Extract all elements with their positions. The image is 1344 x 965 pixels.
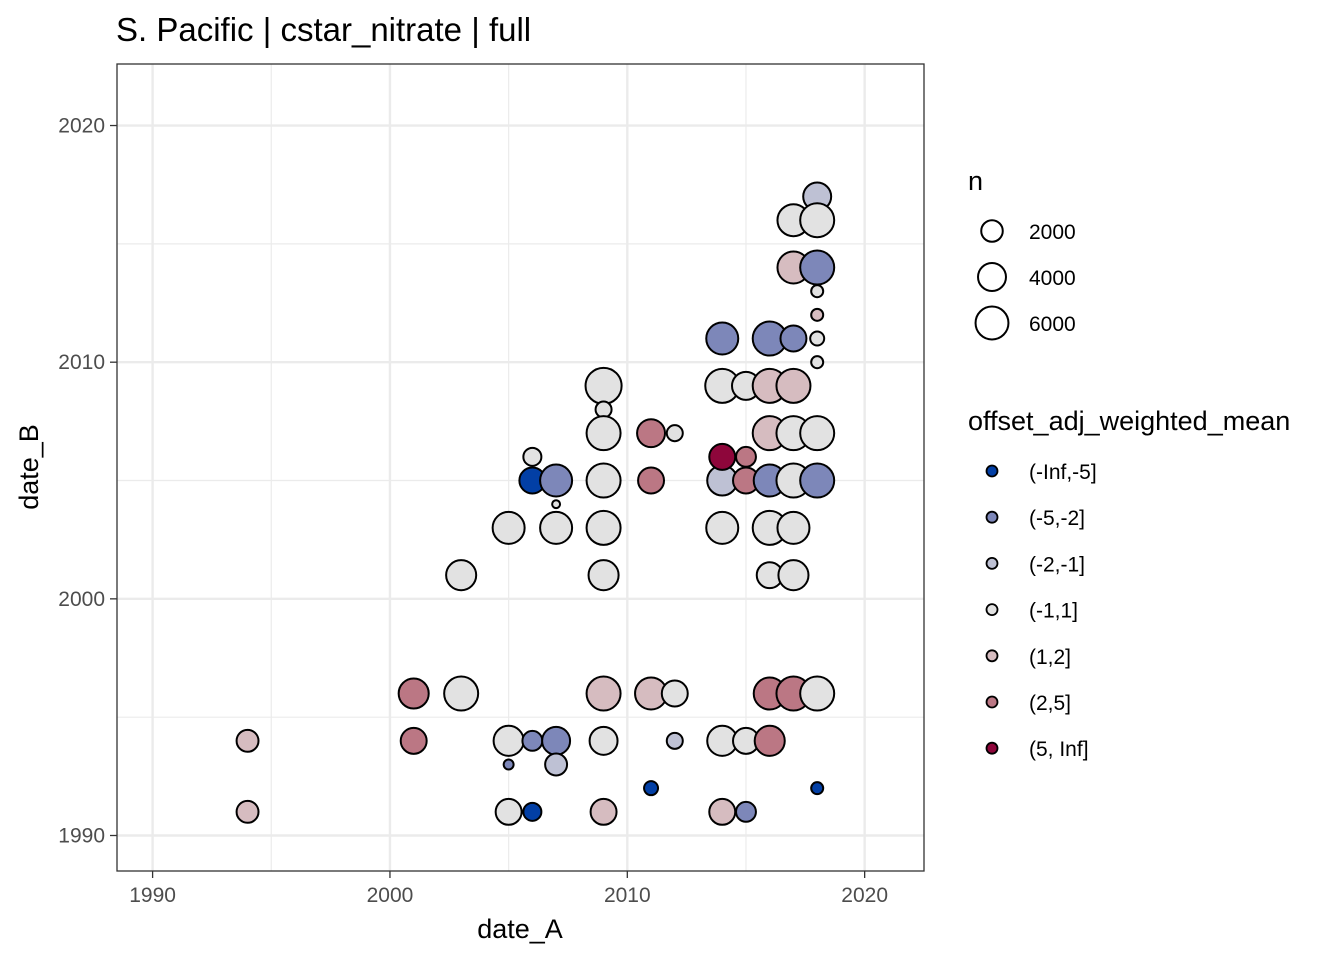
chart-title: S. Pacific | cstar_nitrate | full <box>116 11 531 48</box>
data-point <box>522 801 543 822</box>
data-point <box>665 731 684 750</box>
data-point <box>399 726 428 755</box>
data-point <box>539 463 574 498</box>
data-point <box>585 509 622 546</box>
data-point <box>397 677 430 710</box>
data-point <box>799 675 836 712</box>
data-point <box>539 510 574 545</box>
data-point <box>588 725 619 756</box>
data-point <box>522 446 543 467</box>
color-legend-key <box>985 741 999 755</box>
color-legend-label: (-5,-2] <box>1029 507 1085 530</box>
size-legend-label: 4000 <box>1029 267 1076 290</box>
data-point <box>735 800 757 823</box>
size-legend-label: 6000 <box>1029 313 1076 336</box>
data-point <box>502 758 515 771</box>
data-point <box>810 355 825 370</box>
y-tick-label: 2020 <box>58 115 105 138</box>
y-tick-label: 2000 <box>58 588 105 611</box>
data-point <box>779 324 808 353</box>
color-legend-label: (-2,-1] <box>1029 553 1085 576</box>
data-point <box>776 510 811 545</box>
panel-border <box>116 63 925 872</box>
data-point <box>810 781 825 796</box>
data-point <box>705 510 740 545</box>
x-axis-label: date_A <box>477 914 563 944</box>
color-legend-key <box>985 510 999 524</box>
data-point <box>799 415 836 452</box>
data-point <box>589 797 618 826</box>
data-point <box>235 799 260 824</box>
color-legend-label: (2,5] <box>1029 692 1071 715</box>
color-legend-key <box>985 557 999 570</box>
data-point <box>585 675 622 712</box>
y-tick-label: 1990 <box>58 825 105 848</box>
color-legend-title: offset_adj_weighted_mean <box>968 406 1290 436</box>
size-legend-title: n <box>968 166 983 196</box>
data-point <box>636 418 667 449</box>
size-legend-key <box>974 305 1010 341</box>
data-point <box>494 797 523 826</box>
data-point <box>585 462 622 499</box>
grid <box>117 64 924 871</box>
data-point <box>708 442 737 471</box>
data-point <box>587 559 620 592</box>
data-point <box>775 367 812 404</box>
x-tick-label: 2020 <box>841 884 888 907</box>
y-tick-label: 2010 <box>58 351 105 374</box>
data-point <box>551 499 562 510</box>
size-legend-key <box>980 219 1004 243</box>
color-legend-key <box>985 695 999 709</box>
data-point <box>665 424 684 443</box>
data-point <box>584 366 623 405</box>
x-tick-label: 1990 <box>129 884 176 907</box>
color-legend-label: (-1,1] <box>1029 600 1078 623</box>
data-point <box>799 249 836 286</box>
size-legend-key <box>977 262 1007 292</box>
data-point <box>809 330 826 347</box>
axes: 1990 2000 2010 2020 1990 2000 2010 2020 <box>58 115 888 907</box>
color-legend-label: (5, Inf] <box>1029 738 1089 761</box>
data-point <box>594 400 613 419</box>
x-tick-label: 2010 <box>604 884 651 907</box>
x-tick-label: 2000 <box>367 884 414 907</box>
color-legend-label: (-Inf,-5] <box>1029 461 1097 484</box>
data-point <box>643 780 660 797</box>
data-point <box>705 321 740 356</box>
data-point <box>799 202 836 239</box>
data-point <box>810 307 825 322</box>
color-legend-key <box>985 603 999 616</box>
data-point <box>660 679 689 708</box>
data-point <box>492 724 525 757</box>
data-point <box>544 752 569 777</box>
size-legend-label: 2000 <box>1029 221 1076 244</box>
data-point <box>735 445 757 468</box>
data-point <box>585 415 622 452</box>
data-point <box>810 284 825 299</box>
data-point <box>443 675 480 712</box>
data-point <box>799 462 836 499</box>
data-point <box>777 559 810 592</box>
data-point <box>235 728 260 753</box>
color-legend-label: (1,2] <box>1029 646 1071 669</box>
data-point <box>445 559 478 592</box>
y-axis-label: date_B <box>14 424 44 510</box>
color-legend-key <box>985 649 999 663</box>
data-point <box>637 466 666 495</box>
data-point <box>541 725 572 756</box>
data-point <box>491 510 526 545</box>
data-point <box>521 729 544 752</box>
data-points <box>235 181 836 826</box>
data-point <box>753 724 786 757</box>
color-legend-key <box>985 464 999 478</box>
data-point <box>708 797 737 826</box>
